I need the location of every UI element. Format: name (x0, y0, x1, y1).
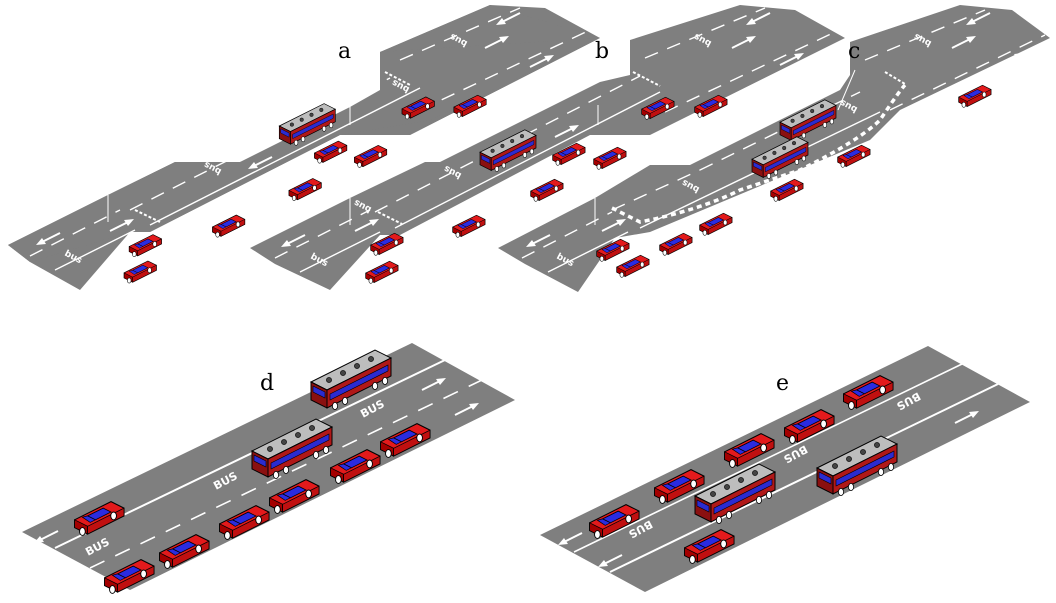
road-surface (8, 5, 600, 262)
car-icon (616, 254, 650, 278)
panel-e: BUS BUS BUS e (540, 346, 1030, 592)
car-icon (354, 145, 388, 168)
car-icon (128, 234, 162, 258)
panel-label-e: e (776, 371, 789, 396)
car-icon (659, 232, 693, 256)
panel-b: bus bus bus bus b (250, 5, 845, 290)
car-icon (452, 214, 486, 238)
car-icon (288, 178, 322, 201)
panel-a: bus bus bus bus a (8, 5, 600, 290)
panel-label-c: c (848, 39, 860, 64)
car-icon (212, 214, 246, 238)
panel-label-d: d (260, 371, 274, 396)
road-surface (250, 5, 845, 290)
panel-label-b: b (595, 39, 609, 64)
car-icon (770, 178, 804, 202)
car-icon (958, 84, 992, 108)
car-icon (699, 212, 733, 236)
panel-c: bus bus bus bus c (498, 5, 1050, 292)
car-icon (530, 178, 564, 202)
car-icon (593, 146, 627, 170)
panel-d: BUS BUS BUS d (22, 343, 515, 594)
road-surface (540, 346, 1030, 592)
panel-label-a: a (338, 39, 351, 64)
car-icon (365, 260, 399, 284)
car-icon (123, 260, 157, 284)
